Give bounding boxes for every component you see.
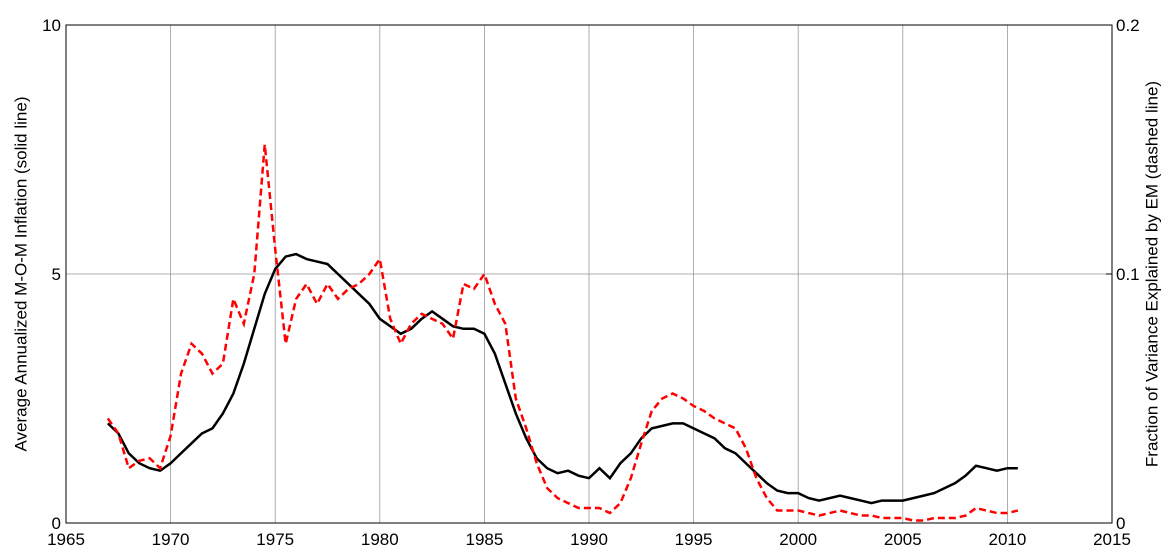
x-tick-label: 1985 [465, 530, 503, 549]
x-tick-label: 2010 [988, 530, 1026, 549]
y2-tick-label: 0 [1116, 514, 1125, 533]
x-tick-label: 1990 [570, 530, 608, 549]
y-tick-label: 10 [42, 16, 61, 35]
y-axis-label: Average Annualized M-O-M Inflation (soli… [11, 97, 30, 452]
x-tick-label: 1980 [361, 530, 399, 549]
y2-axis-label: Fraction of Variance Explained by EM (da… [1142, 81, 1161, 467]
series-line [106, 144, 1019, 522]
y2-tick-label: 0.1 [1116, 265, 1140, 284]
x-tick-label: 2000 [779, 530, 817, 549]
x-tick-label: 1970 [152, 530, 190, 549]
y2-tick-label: 0.2 [1116, 16, 1140, 35]
plot-frame [65, 24, 1113, 524]
x-tick-label: 2015 [1093, 530, 1131, 549]
series-line [106, 252, 1018, 505]
y-tick-label: 0 [52, 514, 61, 533]
y-tick-label: 5 [52, 265, 61, 284]
x-tick-label: 2005 [884, 530, 922, 549]
x-tick-label: 1975 [256, 530, 294, 549]
x-tick-label: 1995 [675, 530, 713, 549]
x-tick-label: 1965 [47, 530, 85, 549]
